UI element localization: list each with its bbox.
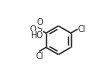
Text: O: O: [37, 18, 43, 27]
Text: O: O: [29, 25, 36, 34]
Text: Cl: Cl: [35, 52, 43, 61]
Text: S: S: [37, 25, 43, 34]
Text: HO: HO: [30, 31, 43, 40]
Text: Cl: Cl: [78, 25, 86, 34]
